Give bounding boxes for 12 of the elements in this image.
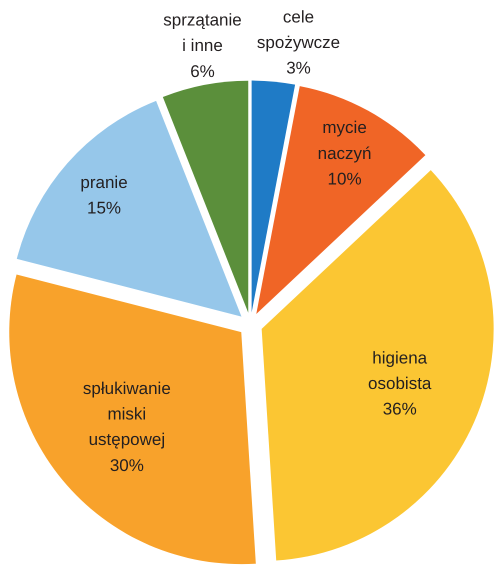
slice-label: cele spożywcze — [256, 7, 340, 52]
slice-label: sprzątanie i inne — [163, 10, 242, 56]
slice-label: pranie — [80, 173, 128, 192]
data-label: 10% — [328, 170, 362, 189]
data-label: 6% — [190, 62, 215, 81]
slice-label: mycie naczyń — [318, 118, 372, 163]
data-label: 36% — [382, 400, 417, 419]
data-label: 3% — [286, 58, 311, 78]
slice-label: spłukiwanie miski ustępowej — [82, 378, 171, 450]
data-label: 30% — [110, 456, 144, 475]
data-label: 15% — [87, 198, 122, 218]
slice-label: higiena osobista — [368, 348, 432, 394]
